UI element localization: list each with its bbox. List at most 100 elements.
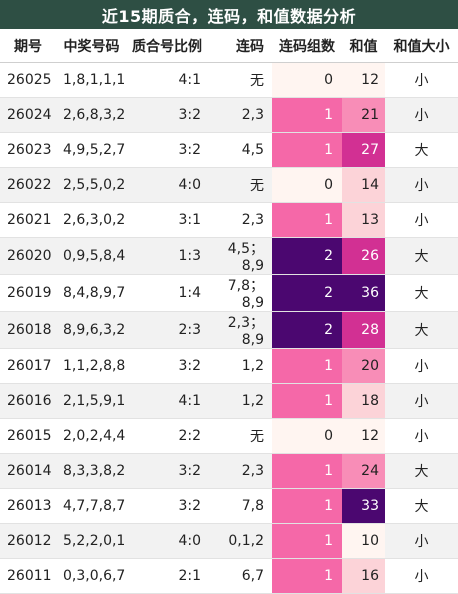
cell-issue: 26016	[0, 383, 56, 419]
cell-sum-size: 小	[385, 418, 458, 454]
table-row: 26016 2,1,5,9,1 4:1 1,2 1 18 小	[0, 383, 458, 419]
cell-sum: 12	[342, 418, 385, 454]
cell-ratio: 1:3	[127, 237, 207, 275]
cell-consecutive: 无	[207, 62, 272, 98]
cell-consecutive: 4,5	[207, 132, 272, 168]
cell-sum-size: 小	[385, 62, 458, 98]
cell-issue: 26013	[0, 488, 56, 524]
cell-sum: 26	[342, 237, 385, 275]
cell-ratio: 3:2	[127, 97, 207, 133]
table-row: 26011 0,3,0,6,7 2:1 6,7 1 16 小	[0, 558, 458, 594]
cell-consecutive: 2,3	[207, 202, 272, 238]
cell-sum-size: 小	[385, 202, 458, 238]
cell-consecutive: 4,5；8,9	[207, 237, 272, 275]
cell-sum: 28	[342, 311, 385, 349]
cell-consecutive: 1,2	[207, 348, 272, 384]
cell-issue: 26021	[0, 202, 56, 238]
cell-pair-count: 1	[272, 97, 342, 133]
cell-pair-count: 2	[272, 274, 342, 312]
cell-consecutive: 无	[207, 418, 272, 454]
cell-pair-count: 0	[272, 418, 342, 454]
cell-ratio: 3:2	[127, 488, 207, 524]
cell-issue: 26020	[0, 237, 56, 275]
cell-numbers: 0,3,0,6,7	[56, 558, 127, 594]
header-sum-size: 和值大小	[385, 29, 458, 63]
cell-consecutive: 7,8；8,9	[207, 274, 272, 312]
cell-pair-count: 0	[272, 62, 342, 98]
cell-numbers: 2,6,3,0,2	[56, 202, 127, 238]
cell-pair-count: 1	[272, 558, 342, 594]
cell-sum: 21	[342, 97, 385, 133]
cell-numbers: 8,4,8,9,7	[56, 274, 127, 312]
cell-pair-count: 1	[272, 453, 342, 489]
cell-numbers: 2,6,8,3,2	[56, 97, 127, 133]
cell-numbers: 2,1,5,9,1	[56, 383, 127, 419]
table-row: 26015 2,0,2,4,4 2:2 无 0 12 小	[0, 418, 458, 454]
cell-sum: 18	[342, 383, 385, 419]
cell-sum-size: 大	[385, 132, 458, 168]
cell-numbers: 1,8,1,1,1	[56, 62, 127, 98]
cell-numbers: 8,3,3,8,2	[56, 453, 127, 489]
table-row: 26014 8,3,3,8,2 3:2 2,3 1 24 大	[0, 453, 458, 489]
cell-sum: 20	[342, 348, 385, 384]
cell-sum-size: 小	[385, 167, 458, 203]
cell-issue: 26015	[0, 418, 56, 454]
cell-sum: 27	[342, 132, 385, 168]
cell-sum: 36	[342, 274, 385, 312]
cell-pair-count: 1	[272, 523, 342, 559]
table-row: 26020 0,9,5,8,4 1:3 4,5；8,9 2 26 大	[0, 237, 458, 275]
cell-consecutive: 2,3；8,9	[207, 311, 272, 349]
cell-numbers: 8,9,6,3,2	[56, 311, 127, 349]
cell-ratio: 3:2	[127, 453, 207, 489]
cell-sum-size: 小	[385, 558, 458, 594]
cell-sum-size: 大	[385, 311, 458, 349]
cell-issue: 26012	[0, 523, 56, 559]
cell-pair-count: 1	[272, 383, 342, 419]
cell-ratio: 4:1	[127, 62, 207, 98]
cell-ratio: 2:2	[127, 418, 207, 454]
cell-pair-count: 1	[272, 348, 342, 384]
cell-issue: 26024	[0, 97, 56, 133]
cell-ratio: 4:0	[127, 167, 207, 203]
table-row: 26023 4,9,5,2,7 3:2 4,5 1 27 大	[0, 132, 458, 168]
cell-numbers: 4,7,7,8,7	[56, 488, 127, 524]
lottery-analysis-table: 期号 中奖号码 质合号比例 连码 连码组数 和值 和值大小 26025 1,8,1…	[0, 29, 458, 594]
table-row: 26024 2,6,8,3,2 3:2 2,3 1 21 小	[0, 97, 458, 133]
cell-issue: 26019	[0, 274, 56, 312]
cell-sum-size: 小	[385, 348, 458, 384]
header-pair-count: 连码组数	[272, 29, 342, 63]
header-issue: 期号	[0, 29, 56, 63]
cell-sum-size: 大	[385, 237, 458, 275]
table-row: 26025 1,8,1,1,1 4:1 无 0 12 小	[0, 62, 458, 98]
cell-numbers: 1,1,2,8,8	[56, 348, 127, 384]
cell-pair-count: 1	[272, 488, 342, 524]
cell-ratio: 3:2	[127, 348, 207, 384]
cell-sum-size: 大	[385, 488, 458, 524]
cell-sum: 14	[342, 167, 385, 203]
table-row: 26017 1,1,2,8,8 3:2 1,2 1 20 小	[0, 348, 458, 384]
cell-ratio: 2:3	[127, 311, 207, 349]
cell-numbers: 0,9,5,8,4	[56, 237, 127, 275]
cell-consecutive: 6,7	[207, 558, 272, 594]
cell-consecutive: 无	[207, 167, 272, 203]
header-numbers: 中奖号码	[56, 29, 127, 63]
cell-pair-count: 0	[272, 167, 342, 203]
cell-consecutive: 1,2	[207, 383, 272, 419]
cell-ratio: 2:1	[127, 558, 207, 594]
cell-sum-size: 小	[385, 97, 458, 133]
cell-numbers: 5,2,2,0,1	[56, 523, 127, 559]
cell-sum-size: 大	[385, 453, 458, 489]
cell-consecutive: 0,1,2	[207, 523, 272, 559]
table-row: 26018 8,9,6,3,2 2:3 2,3；8,9 2 28 大	[0, 311, 458, 349]
cell-ratio: 3:1	[127, 202, 207, 238]
cell-ratio: 4:1	[127, 383, 207, 419]
cell-pair-count: 2	[272, 237, 342, 275]
header-consecutive: 连码	[207, 29, 272, 63]
cell-pair-count: 1	[272, 132, 342, 168]
cell-pair-count: 1	[272, 202, 342, 238]
table-row: 26012 5,2,2,0,1 4:0 0,1,2 1 10 小	[0, 523, 458, 559]
cell-issue: 26025	[0, 62, 56, 98]
cell-sum-size: 小	[385, 523, 458, 559]
cell-ratio: 3:2	[127, 132, 207, 168]
table-title: 近15期质合，连码，和值数据分析	[0, 0, 458, 29]
